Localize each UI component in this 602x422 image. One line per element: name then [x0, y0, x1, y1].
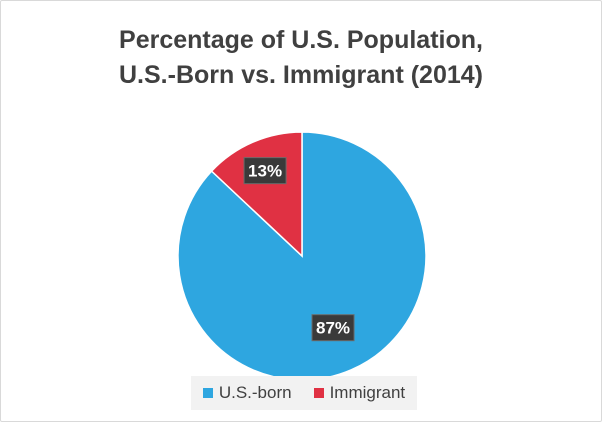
pie-slice-u-s-born	[177, 131, 427, 381]
chart-title-line-1: Percentage of U.S. Population,	[119, 26, 483, 54]
data-label-box	[243, 157, 287, 185]
legend-item-immigrant: Immigrant	[313, 383, 406, 403]
legend-label-us-born: U.S.-born	[218, 383, 292, 402]
data-label-box	[311, 314, 355, 342]
chart-title: Percentage of U.S. Population, U.S.-Born…	[1, 23, 601, 93]
data-label-u-s-born: 87%	[311, 314, 355, 342]
legend: U.S.-born Immigrant	[191, 376, 417, 410]
chart-title-line-2: U.S.-Born vs. Immigrant (2014)	[119, 61, 483, 89]
data-label-immigrant: 13%	[243, 157, 287, 185]
data-label-text: 13%	[248, 162, 282, 181]
legend-label-immigrant: Immigrant	[329, 383, 406, 402]
legend-swatch-us-born	[202, 388, 213, 398]
legend-item-us-born: U.S.-born	[202, 383, 292, 403]
data-label-text: 87%	[316, 319, 350, 338]
legend-swatch-immigrant	[313, 388, 324, 398]
